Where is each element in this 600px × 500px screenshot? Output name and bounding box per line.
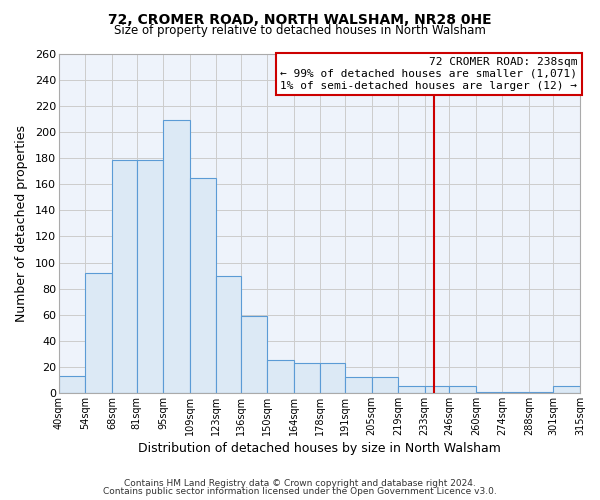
Bar (529, 392, 553, 393)
Bar (137, 160, 163, 393)
Bar (268, 360, 294, 393)
Bar (85, 273, 112, 393)
Text: Contains public sector information licensed under the Open Government Licence v3: Contains public sector information licen… (103, 487, 497, 496)
Bar (112, 160, 137, 393)
Bar (449, 386, 476, 393)
Y-axis label: Number of detached properties: Number of detached properties (15, 125, 28, 322)
Bar (241, 316, 268, 393)
Bar (502, 392, 529, 393)
Bar (190, 178, 216, 393)
Bar (216, 276, 241, 393)
Bar (59, 376, 85, 393)
Text: Contains HM Land Registry data © Crown copyright and database right 2024.: Contains HM Land Registry data © Crown c… (124, 478, 476, 488)
Bar (425, 386, 449, 393)
Bar (371, 378, 398, 393)
Bar (345, 378, 371, 393)
Bar (476, 392, 502, 393)
Bar (553, 386, 580, 393)
Bar (398, 386, 425, 393)
Bar (163, 120, 190, 393)
Text: 72, CROMER ROAD, NORTH WALSHAM, NR28 0HE: 72, CROMER ROAD, NORTH WALSHAM, NR28 0HE (108, 12, 492, 26)
Text: 72 CROMER ROAD: 238sqm
← 99% of detached houses are smaller (1,071)
1% of semi-d: 72 CROMER ROAD: 238sqm ← 99% of detached… (280, 58, 577, 90)
Bar (320, 363, 345, 393)
Bar (294, 363, 320, 393)
Text: Size of property relative to detached houses in North Walsham: Size of property relative to detached ho… (114, 24, 486, 37)
X-axis label: Distribution of detached houses by size in North Walsham: Distribution of detached houses by size … (138, 442, 501, 455)
